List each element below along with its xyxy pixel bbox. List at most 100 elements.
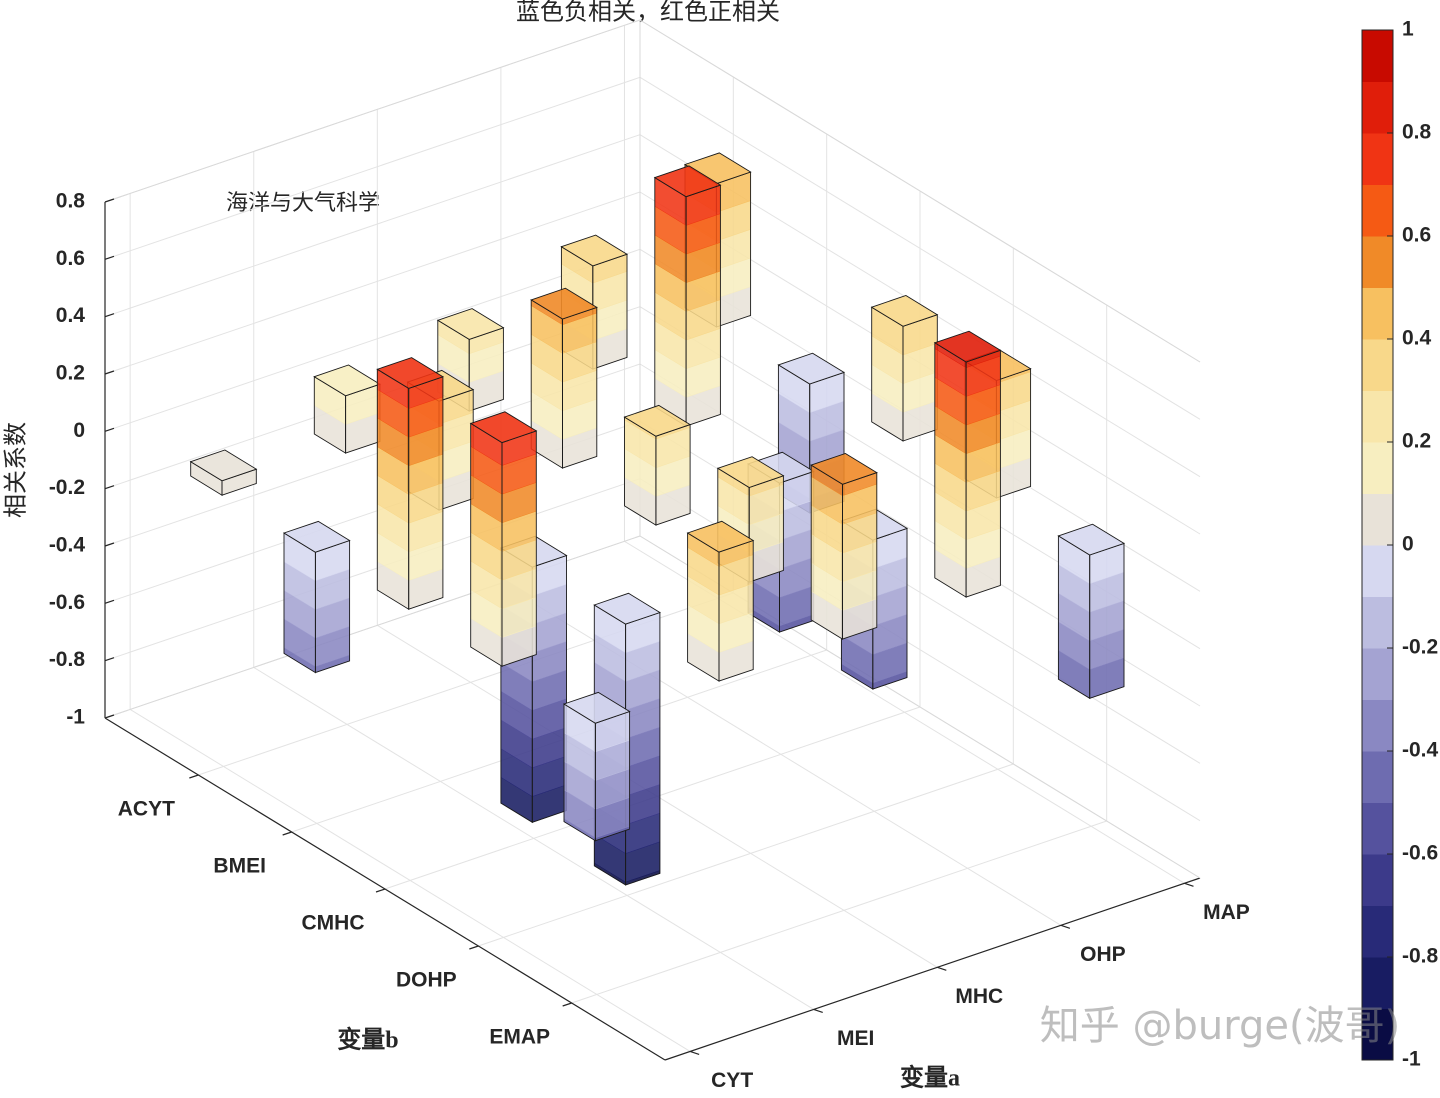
bar-top [686, 520, 755, 553]
bar [562, 691, 631, 842]
z-tick-label: 0.8 [56, 190, 86, 213]
grid-line [104, 134, 641, 318]
bar-top [623, 404, 692, 437]
bar [469, 411, 538, 668]
bar-top [189, 449, 258, 482]
bar-top [1057, 523, 1126, 556]
bar [530, 287, 598, 469]
colorbar-band [1362, 648, 1393, 700]
colorbar-tick-label: 0.4 [1402, 327, 1432, 350]
colorbar-band [1362, 493, 1393, 546]
tick-mark [104, 427, 115, 432]
bar-top [870, 295, 939, 327]
tick-mark [104, 255, 115, 260]
y-tick-label: EMAP [489, 1026, 550, 1049]
bar [653, 165, 722, 427]
colorbar-band [1362, 339, 1393, 391]
bar [623, 404, 692, 526]
bar [686, 520, 755, 682]
colorbar-tick-label: 1 [1402, 18, 1414, 41]
bar-top [469, 411, 538, 444]
tick-mark [282, 831, 292, 836]
bar [933, 330, 1002, 598]
colorbar-band [1362, 30, 1393, 82]
tick-mark [104, 599, 115, 604]
tick-mark [813, 1008, 823, 1013]
colorbar-band [1362, 236, 1393, 288]
chart-title: 蓝色负相关，红色正相关 [516, 0, 780, 26]
colorbar-band [1362, 133, 1393, 185]
tick-mark [1184, 882, 1194, 887]
colorbar-band [1362, 905, 1393, 958]
colorbar-band [1362, 184, 1393, 237]
axis-line [664, 877, 1201, 1061]
tick-mark [104, 313, 115, 318]
bar [870, 295, 939, 442]
bar [189, 449, 258, 497]
grid-line [571, 820, 1107, 1004]
z-tick-label: -0.4 [49, 534, 86, 557]
colorbar-band [1362, 545, 1393, 597]
y-axis-label: 变量b [337, 1026, 398, 1054]
tick-mark [104, 198, 115, 203]
colorbar-band [1362, 442, 1393, 494]
colorbar-tick-label: -0.2 [1402, 636, 1438, 659]
x-tick-label: CYT [711, 1069, 753, 1092]
colorbar-tick-label: 0 [1402, 533, 1414, 556]
colorbar-tick-label: -1 [1402, 1048, 1421, 1071]
y-tick-label: DOHP [396, 969, 457, 992]
bar-top [282, 520, 351, 553]
tick-mark [189, 774, 199, 779]
z-tick-label: 0.4 [56, 304, 86, 327]
colorbar-band [1362, 1008, 1393, 1061]
colorbar-band [1362, 854, 1393, 906]
colorbar-tick-label: 0.8 [1402, 121, 1432, 144]
bar-top [593, 592, 661, 625]
bar [810, 453, 878, 640]
colorbar-tick-label: -0.8 [1402, 945, 1439, 968]
z-tick-label: -0.6 [49, 591, 85, 614]
z-tick-label: 0 [73, 419, 85, 442]
watermark: 知乎 @burge(波哥) [1040, 1003, 1400, 1049]
bar-top [530, 287, 598, 320]
x-axis-label: 变量a [900, 1064, 960, 1092]
colorbar-tick-label: 0.6 [1402, 224, 1431, 247]
tick-mark [469, 945, 479, 950]
grid-line [104, 76, 641, 260]
x-tick-label: OHP [1080, 943, 1126, 966]
tick-mark [104, 542, 115, 547]
bar-top [933, 330, 1002, 363]
tick-mark [104, 657, 115, 662]
colorbar-band [1362, 81, 1393, 134]
z-axis-label: 相关系数 [3, 422, 30, 518]
colorbar-tick-label: -0.4 [1402, 739, 1439, 762]
bar [313, 364, 381, 454]
colorbar-band [1362, 596, 1393, 649]
colorbar-band [1362, 751, 1393, 803]
grid-line [104, 478, 641, 662]
colorbar-band [1362, 957, 1393, 1009]
bar-top [810, 453, 878, 485]
box-edge [639, 19, 1201, 363]
colorbar-tick-label: -0.6 [1402, 842, 1438, 865]
tick-mark [1060, 924, 1071, 929]
y-tick-label: CMHC [302, 912, 365, 935]
bar-top [716, 456, 785, 488]
grid-line [104, 191, 641, 375]
colorbar-band [1362, 287, 1393, 340]
z-tick-label: -0.8 [49, 648, 86, 671]
bar-top [653, 165, 722, 198]
tick-mark [104, 714, 115, 719]
x-tick-label: MHC [955, 985, 1003, 1008]
grid-line [478, 763, 1014, 947]
y-tick-label: BMEI [213, 855, 266, 878]
colorbar-tick-label: 0.2 [1402, 430, 1431, 453]
z-tick-label: -0.2 [49, 476, 85, 499]
tick-mark [689, 1050, 700, 1056]
bar [1057, 523, 1126, 700]
bar-top [376, 357, 444, 389]
tick-mark [104, 485, 115, 490]
bar-top [436, 308, 505, 340]
colorbar-band [1362, 390, 1393, 443]
